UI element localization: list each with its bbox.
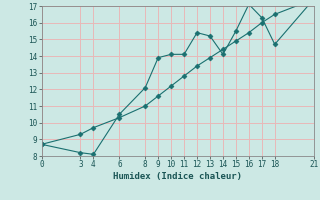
X-axis label: Humidex (Indice chaleur): Humidex (Indice chaleur) [113,172,242,181]
